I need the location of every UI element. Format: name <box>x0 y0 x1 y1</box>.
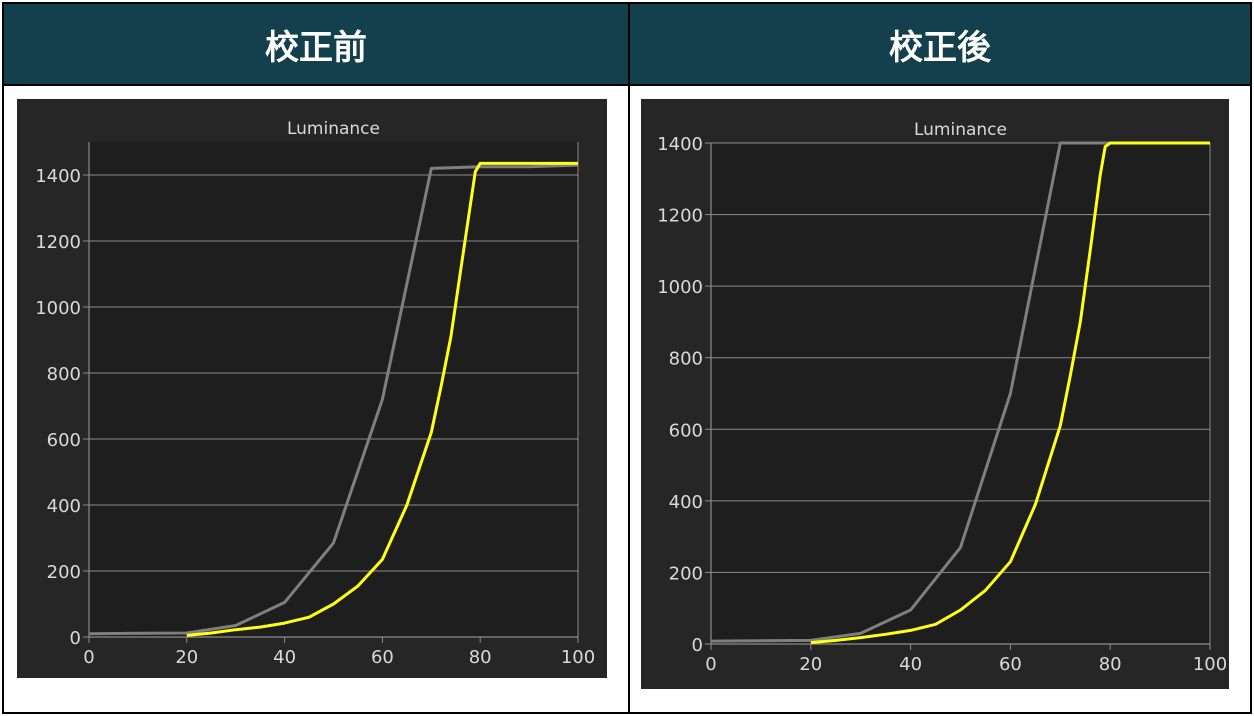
chart-before-panel: Luminance 0 200 400 600 800 1000 1200 1400 0 20 40 6… <box>17 99 607 678</box>
chart-after: Luminance 0 200 400 600 800 1000 1200 1400 0 20 40 6… <box>657 120 1227 675</box>
y-tick-label-600: 600 <box>47 430 81 451</box>
y-tick-label-1000: 1000 <box>35 298 81 319</box>
x-tick-label-80: 80 <box>469 647 492 668</box>
plot-area-after <box>711 143 1210 644</box>
column-divider <box>628 4 630 712</box>
plot-area-before <box>89 142 578 637</box>
header-after: 校正後 <box>630 4 1250 84</box>
chart-before: Luminance 0 200 400 600 800 1000 1200 1400 0 20 40 6… <box>35 119 595 668</box>
y-tick-label-400: 400 <box>47 496 81 517</box>
y-tick-label-1200: 1200 <box>35 232 81 253</box>
reference-curve-before <box>88 163 579 636</box>
y-tick-label-1400: 1400 <box>657 134 703 155</box>
x-tick-label-0: 0 <box>705 654 716 675</box>
y-tick-label-800: 800 <box>47 364 81 385</box>
x-tick-label-40: 40 <box>273 647 296 668</box>
x-tick-label-100: 100 <box>561 647 595 668</box>
x-tick-label-40: 40 <box>899 654 922 675</box>
x-tick-label-60: 60 <box>371 647 394 668</box>
x-tick-label-100: 100 <box>1193 654 1227 675</box>
y-tick-label-400: 400 <box>669 492 703 513</box>
y-tick-label-1200: 1200 <box>657 206 703 227</box>
chart-title-after: Luminance <box>914 120 1007 140</box>
y-tick-label-800: 800 <box>669 349 703 370</box>
y-tick-label-600: 600 <box>669 420 703 441</box>
chart-title-before: Luminance <box>287 119 380 139</box>
measured-curve-before <box>186 161 578 637</box>
x-tick-label-20: 20 <box>799 654 822 675</box>
y-tick-label-1000: 1000 <box>657 277 703 298</box>
y-tick-label-200: 200 <box>669 563 703 584</box>
x-tick-label-60: 60 <box>999 654 1022 675</box>
row-divider <box>4 84 1250 86</box>
y-tick-label-0: 0 <box>70 628 81 649</box>
x-tick-label-20: 20 <box>175 647 198 668</box>
y-tick-label-0: 0 <box>692 635 703 656</box>
header-before: 校正前 <box>4 4 628 84</box>
x-tick-label-80: 80 <box>1099 654 1122 675</box>
measured-curve-after <box>810 141 1210 645</box>
chart-after-panel: Luminance 0 200 400 600 800 1000 1200 1400 0 20 40 6… <box>641 99 1229 689</box>
y-tick-label-200: 200 <box>47 562 81 583</box>
y-tick-label-1400: 1400 <box>35 166 81 187</box>
x-tick-label-0: 0 <box>83 647 94 668</box>
